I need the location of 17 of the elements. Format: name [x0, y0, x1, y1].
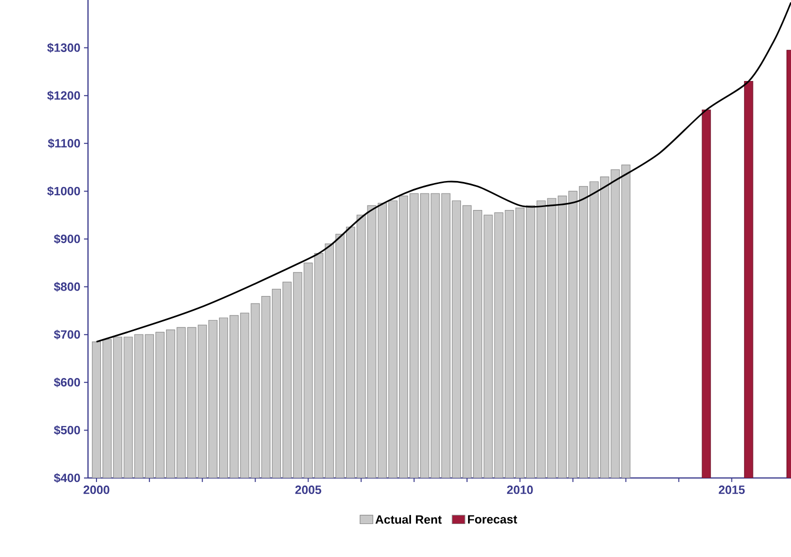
y-tick-label: $500: [54, 425, 80, 436]
y-tick-label: $1000: [47, 186, 80, 196]
y-tick-label: $800: [54, 282, 80, 292]
y-tick-label: $600: [54, 378, 80, 388]
y-tick-label: $700: [54, 330, 80, 340]
x-tick-label: 2010: [507, 486, 533, 494]
x-tick-label: 2005: [295, 486, 322, 494]
y-tick-label: $400: [54, 473, 80, 483]
legend-label: Forecast: [468, 515, 518, 524]
x-tick-label: 2015: [718, 486, 745, 494]
legend-label: Actual Rent: [375, 514, 442, 524]
y-tick-label: $1300: [47, 42, 80, 53]
line-series: [96, 2, 791, 343]
x-tick-label: 2000: [84, 486, 110, 494]
y-tick-label: $900: [54, 234, 80, 244]
y-tick-label: $1200: [47, 90, 80, 100]
y-tick-label: $1100: [48, 138, 80, 148]
